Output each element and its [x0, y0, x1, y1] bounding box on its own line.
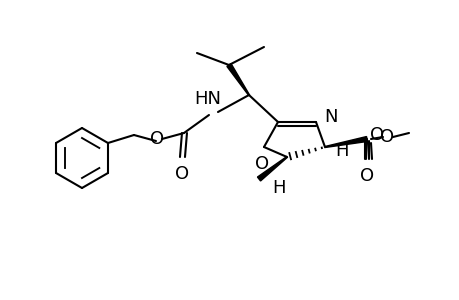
- Polygon shape: [257, 157, 287, 181]
- Text: O: O: [379, 128, 393, 146]
- Text: O: O: [254, 155, 269, 173]
- Polygon shape: [324, 136, 367, 148]
- Text: H: H: [334, 142, 348, 160]
- Text: O: O: [150, 130, 164, 148]
- Text: O: O: [369, 126, 383, 144]
- Text: HN: HN: [194, 90, 221, 108]
- Text: N: N: [323, 108, 337, 126]
- Text: O: O: [359, 167, 373, 185]
- Text: H: H: [272, 179, 285, 197]
- Polygon shape: [226, 64, 249, 95]
- Text: O: O: [174, 165, 189, 183]
